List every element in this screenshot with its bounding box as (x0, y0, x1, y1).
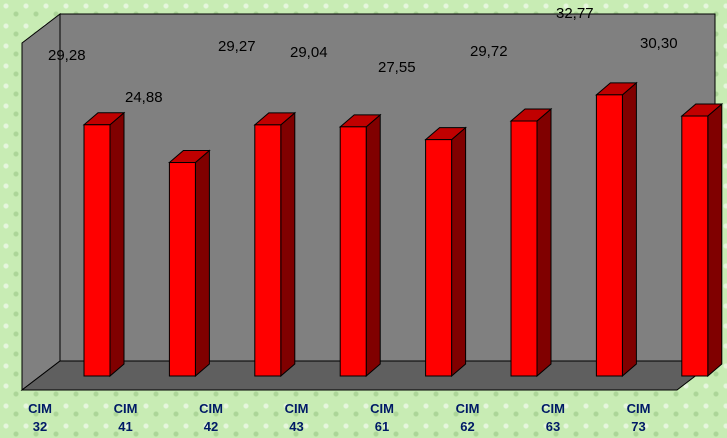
bar-front (168, 162, 196, 377)
bar-front (83, 124, 111, 377)
category-label: 43 (289, 419, 303, 433)
value-label: 24,88 (125, 89, 163, 106)
bar-side (194, 149, 210, 378)
bar-side (109, 111, 125, 378)
bar-side (621, 81, 637, 378)
category-labels-layer: CIM 32 CIM 41 CIM 42 CIM 43 CIM 61 CIM 62 CIM 63 CIM 73 (28, 401, 651, 434)
value-label: 29,28 (48, 47, 86, 64)
bar-front (254, 124, 282, 377)
value-label: 30,30 (640, 35, 678, 52)
bar (253, 111, 297, 378)
bar-front (681, 115, 709, 377)
category-label: CIM (456, 401, 480, 416)
value-label: 29,72 (470, 43, 508, 60)
bars-layer (82, 81, 724, 378)
bar (82, 111, 126, 378)
bar-side (280, 111, 296, 378)
value-label: 32,77 (556, 5, 594, 22)
category-label: CIM (627, 401, 651, 416)
bar (595, 81, 638, 378)
bar (680, 102, 724, 378)
bar-side (707, 102, 723, 378)
category-label: 73 (631, 419, 645, 433)
bar-front (425, 139, 453, 377)
value-labels-layer: 29,28 24,88 29,27 29,04 27,55 29,72 32,77 30,30 (48, 5, 678, 106)
category-label: CIM (28, 401, 52, 416)
category-label: 63 (546, 419, 560, 433)
bar-front (595, 94, 623, 377)
category-label: 61 (375, 419, 389, 433)
value-label: 27,55 (378, 59, 416, 76)
value-label: 29,27 (218, 38, 256, 55)
bar (338, 113, 382, 378)
bar-side (365, 113, 381, 378)
bar-side (536, 107, 552, 378)
category-label: 42 (204, 419, 218, 433)
category-label: 41 (118, 419, 132, 433)
category-label: CIM (541, 401, 565, 416)
value-label: 29,04 (290, 44, 328, 61)
category-label: 32 (33, 419, 47, 433)
category-label: 62 (460, 419, 474, 433)
bar (424, 126, 467, 378)
category-label: CIM (199, 401, 223, 416)
category-label: CIM (285, 401, 309, 416)
bar (168, 149, 211, 378)
bar (509, 107, 553, 378)
bar-front (339, 126, 367, 377)
plot-side-wall (21, 12, 61, 392)
bar-side (451, 126, 467, 378)
category-label: CIM (114, 401, 138, 416)
category-label: CIM (370, 401, 394, 416)
bar-front (510, 120, 538, 377)
